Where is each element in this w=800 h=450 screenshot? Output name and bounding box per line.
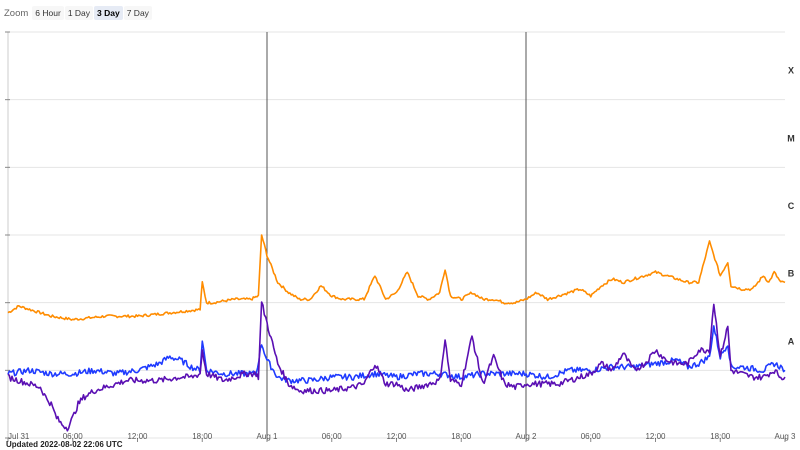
flare-class-label: M	[787, 133, 795, 143]
series-line	[7, 234, 786, 321]
x-tick-label: 12:00	[645, 432, 666, 441]
x-tick-label: 12:00	[127, 432, 148, 441]
zoom-bar: Zoom 6 Hour 1 Day 3 Day 7 Day	[4, 5, 153, 21]
x-tick-label: Jul 31	[8, 432, 30, 441]
x-tick-label: 18:00	[451, 432, 472, 441]
x-tick-label: 06:00	[63, 432, 84, 441]
series-line	[7, 301, 786, 432]
zoom-1-day-button[interactable]: 1 Day	[64, 6, 94, 20]
x-tick-label: 06:00	[322, 432, 343, 441]
x-tick-label: Aug 2	[516, 432, 537, 441]
zoom-label: Zoom	[4, 7, 29, 19]
flare-class-label: B	[788, 269, 795, 279]
flux-series	[7, 234, 786, 432]
updated-timestamp: Updated 2022-08-02 22:06 UTC	[6, 440, 123, 449]
flare-class-label: C	[788, 201, 795, 211]
x-tick-label: Aug 1	[257, 432, 278, 441]
x-tick-label: Aug 3	[775, 432, 796, 441]
series-line	[7, 325, 786, 385]
y-axis-ticks	[5, 31, 10, 439]
x-tick-label: 18:00	[192, 432, 213, 441]
x-tick-label: 18:00	[710, 432, 731, 441]
x-axis-ticks: Jul 31 06:00 12:00 18:00 Aug 1 06:00 12:00 18:0…	[7, 432, 796, 442]
zoom-7-day-button[interactable]: 7 Day	[123, 6, 152, 20]
day-boundary-lines	[266, 32, 527, 438]
flare-class-label: A	[788, 336, 795, 346]
grid	[8, 31, 785, 439]
flare-class-label: X	[788, 66, 794, 76]
zoom-6-hour-button[interactable]: 6 Hour	[32, 6, 64, 20]
flare-class-labels: A B C M X	[787, 66, 795, 347]
x-tick-label: 12:00	[386, 432, 407, 441]
x-tick-label: 06:00	[581, 432, 602, 441]
zoom-3-day-button[interactable]: 3 Day	[94, 6, 123, 20]
